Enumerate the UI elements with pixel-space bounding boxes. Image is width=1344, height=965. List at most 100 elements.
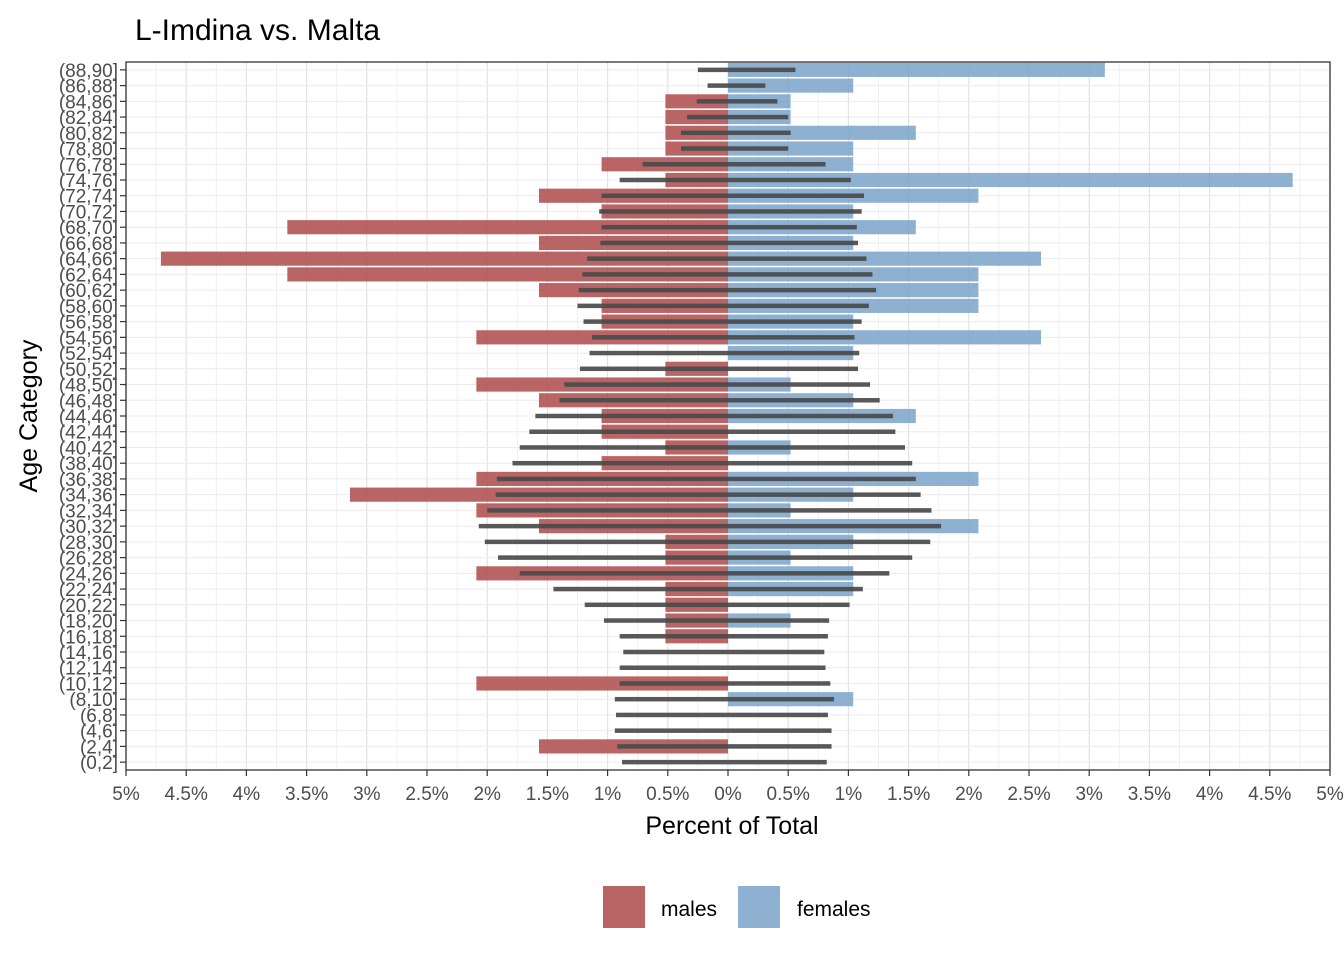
y-tick-label: (76,78]	[59, 155, 118, 176]
ref-bar-females	[728, 335, 855, 340]
ref-bar-females	[728, 523, 942, 529]
ref-bar-females	[728, 240, 859, 246]
ref-bar-males	[589, 350, 728, 356]
ref-bar-females	[728, 303, 869, 309]
ref-bar-females	[728, 130, 791, 136]
y-tick-label: (12,14]	[59, 659, 118, 680]
ref-bar-females	[728, 744, 832, 749]
y-tick-label: (48,50]	[59, 376, 118, 397]
ref-bar-females	[728, 712, 828, 718]
y-tick-label: (62,64]	[59, 265, 118, 286]
ref-bar-males	[707, 83, 728, 88]
ref-bar-males	[495, 492, 728, 497]
y-tick-label: (0,2]	[80, 753, 118, 774]
ref-bar-females	[728, 445, 905, 450]
y-tick-label: (36,38]	[59, 470, 118, 491]
y-tick-label: (72,74]	[59, 187, 118, 208]
ref-bar-females	[728, 193, 865, 198]
x-tick-label: 4%	[233, 784, 261, 805]
ref-bar-females	[728, 99, 778, 104]
ref-bar-males	[603, 618, 728, 623]
ref-bar-males	[591, 335, 728, 340]
ref-bar-females	[728, 728, 832, 733]
x-tick-label: 0.5%	[767, 784, 810, 805]
bar-females	[728, 62, 1105, 77]
ref-bar-females	[728, 114, 789, 120]
y-tick-label: (30,32]	[59, 517, 118, 538]
legend-label-females: females	[797, 898, 871, 921]
legend-key-males	[603, 886, 645, 928]
y-tick-label: (14,16]	[59, 643, 118, 664]
bar-females	[728, 172, 1293, 188]
ref-bar-males	[519, 571, 728, 576]
bar-females	[728, 141, 854, 156]
ref-bar-females	[728, 492, 921, 497]
ref-bar-males	[478, 523, 728, 529]
y-axis-title: Age Category	[15, 339, 43, 492]
ref-bar-males	[619, 177, 728, 183]
y-tick-label: (82,84]	[59, 108, 118, 129]
x-axis-title: Percent of Total	[645, 812, 818, 840]
y-tick-label: (4,6]	[80, 722, 118, 743]
y-tick-label: (52,54]	[59, 344, 118, 365]
ref-bar-males	[681, 146, 728, 151]
legend-key-females	[738, 886, 780, 928]
ref-bar-males	[553, 586, 728, 592]
ref-bar-males	[559, 398, 728, 403]
x-tick-label: 1.5%	[526, 784, 569, 805]
y-tick-label: (16,18]	[59, 627, 118, 648]
y-tick-label: (42,44]	[59, 423, 118, 444]
x-tick-label: 3%	[1075, 784, 1103, 805]
ref-bar-males	[519, 445, 728, 450]
ref-bar-males	[564, 382, 728, 387]
ref-bar-females	[728, 618, 830, 623]
x-tick-label: 5%	[1316, 784, 1344, 805]
x-tick-label: 4%	[1196, 784, 1224, 805]
ref-bar-females	[728, 224, 857, 230]
ref-bar-males	[623, 649, 728, 655]
ref-bar-females	[728, 759, 827, 765]
y-tick-label: (18,20]	[59, 612, 118, 633]
x-tick-label: 4.5%	[1248, 784, 1291, 805]
y-tick-label: (46,48]	[59, 391, 118, 412]
ref-bar-females	[728, 555, 913, 560]
y-tick-label: (40,42]	[59, 438, 118, 459]
ref-bar-males	[587, 256, 728, 261]
y-tick-label: (44,46]	[59, 407, 118, 428]
ref-bar-females	[728, 209, 862, 214]
ref-bar-females	[728, 508, 932, 513]
y-tick-label: (2,4]	[80, 737, 118, 758]
y-tick-label: (60,62]	[59, 281, 118, 302]
ref-bar-females	[728, 272, 873, 277]
y-tick-label: (58,60]	[59, 297, 118, 318]
ref-bar-females	[728, 586, 863, 592]
ref-bar-females	[728, 382, 871, 387]
ref-bar-males	[584, 602, 728, 608]
bar-females	[728, 330, 1042, 345]
x-tick-label: 2.5%	[405, 784, 448, 805]
bar-females	[728, 78, 854, 93]
ref-bar-males	[619, 634, 728, 639]
y-tick-label: (88,90]	[59, 61, 118, 82]
ref-bar-females	[728, 413, 893, 419]
ref-bar-males	[484, 539, 728, 545]
reference-layer	[478, 67, 942, 765]
ref-bar-females	[728, 162, 826, 167]
ref-bar-males	[583, 319, 728, 324]
ref-bar-females	[728, 177, 851, 183]
x-tick-label: 1%	[835, 784, 863, 805]
y-tick-label: (20,22]	[59, 596, 118, 617]
y-tick-label: (26,28]	[59, 549, 118, 570]
y-tick-label: (28,30]	[59, 533, 118, 554]
x-tick-label: 1.5%	[887, 784, 930, 805]
ref-bar-females	[728, 83, 766, 88]
ref-bar-females	[728, 256, 867, 261]
ref-bar-males	[614, 696, 728, 702]
ref-bar-females	[728, 571, 890, 576]
ref-bar-males	[582, 272, 728, 277]
y-tick-label: (80,82]	[59, 124, 118, 145]
ref-bar-males	[487, 508, 728, 513]
ref-bar-females	[728, 319, 862, 324]
